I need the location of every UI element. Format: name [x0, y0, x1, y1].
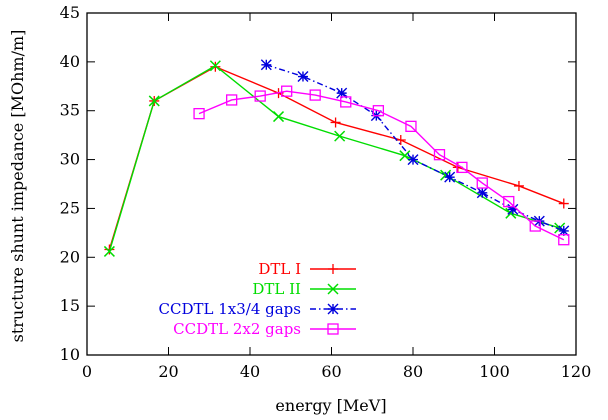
legend: DTL I DTL II CCDTL 1x3/4 gaps CCDTL 2x2 gap…	[159, 260, 356, 338]
data-point	[433, 149, 446, 161]
data-point	[507, 203, 519, 215]
series-layer	[103, 59, 570, 257]
data-point	[558, 225, 570, 237]
series-1	[104, 61, 569, 255]
legend-marker	[328, 264, 338, 274]
data-point	[103, 245, 115, 257]
series-3	[260, 59, 570, 237]
legend-label: DTL I	[258, 260, 301, 278]
series-line	[198, 90, 565, 241]
data-point	[372, 105, 385, 117]
y-tick-label: 25	[60, 198, 80, 217]
y-tick-label: 20	[60, 247, 80, 266]
data-point	[297, 71, 309, 83]
data-point	[476, 177, 488, 189]
legend-label: DTL II	[252, 280, 301, 298]
data-point	[272, 111, 285, 123]
data-point	[309, 89, 321, 101]
y-tick-label: 35	[60, 101, 80, 120]
data-point	[260, 59, 272, 71]
legend-label: CCDTL 2x2 gaps	[173, 320, 301, 338]
y-tick-label: 10	[60, 345, 80, 364]
x-tick-label: 20	[158, 362, 178, 381]
x-tick-label: 80	[403, 362, 423, 381]
legend-marker	[327, 323, 339, 335]
y-tick-labels: 10 15 20 25 30 35 40 45	[60, 3, 80, 364]
data-point	[558, 234, 570, 246]
series-line	[108, 65, 565, 250]
data-point	[340, 96, 352, 108]
data-point	[513, 180, 524, 191]
data-point	[330, 117, 341, 128]
x-tick-label: 120	[561, 362, 592, 381]
x-tick-label: 100	[479, 362, 510, 381]
data-point	[336, 87, 348, 99]
data-point	[193, 107, 205, 120]
axis-ticks	[86, 12, 577, 356]
data-point	[476, 187, 488, 199]
y-tick-label: 15	[60, 296, 80, 315]
y-tick-label: 45	[60, 3, 80, 22]
legend-marker	[327, 283, 339, 295]
data-point	[503, 195, 515, 208]
data-point	[444, 171, 456, 183]
data-point	[254, 90, 266, 102]
data-point	[148, 95, 160, 107]
legend-marker	[327, 303, 339, 315]
data-point	[456, 161, 468, 174]
data-point	[281, 85, 293, 97]
x-tick-label: 0	[82, 362, 92, 381]
y-axis-label: structure shunt impedance [MOhm/m]	[8, 30, 27, 343]
data-point	[334, 130, 346, 142]
data-point	[407, 154, 419, 166]
series-line	[266, 64, 565, 232]
y-tick-label: 30	[60, 150, 80, 169]
x-tick-label: 40	[240, 362, 260, 381]
data-point	[405, 120, 417, 132]
series-4	[193, 85, 570, 246]
data-point	[558, 198, 569, 209]
x-tick-label: 60	[321, 362, 341, 381]
data-point	[226, 94, 238, 106]
x-axis-label: energy [MeV]	[275, 396, 386, 415]
x-tick-labels: 0 20 40 60 80 100 120	[82, 362, 591, 381]
data-point	[209, 60, 221, 72]
y-tick-label: 40	[60, 52, 80, 71]
series-line	[108, 64, 560, 252]
data-point	[529, 220, 541, 232]
legend-label: CCDTL 1x3/4 gaps	[159, 300, 301, 318]
